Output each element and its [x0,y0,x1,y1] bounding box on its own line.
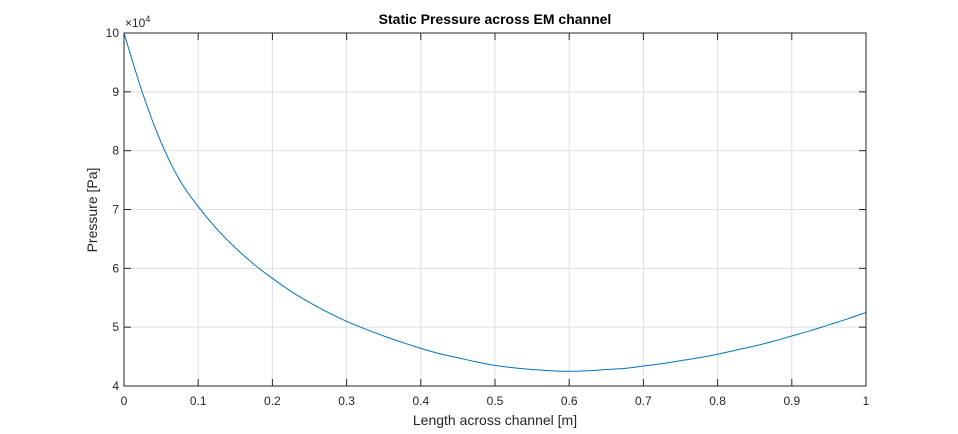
y-axis-label: Pressure [Pa] [84,168,100,253]
y-tick-label: 6 [112,261,119,275]
y-tick-label: 5 [112,320,119,334]
chart-title: Static Pressure across EM channel [379,11,612,27]
x-tick-label: 0.5 [487,394,504,408]
x-tick-label: 0.3 [338,394,355,408]
x-tick-label: 0.6 [561,394,578,408]
x-tick-label: 0.8 [709,394,726,408]
y-tick-label: 4 [112,379,119,393]
x-tick-label: 0.4 [412,394,429,408]
y-tick-label: 7 [112,203,119,217]
series-line-static-pressure [123,32,867,372]
x-tick-label: 0.2 [264,394,281,408]
x-tick-labels: 0 0.1 0.2 0.3 0.4 0.5 0.6 0.7 0.8 0.9 1 [121,394,870,408]
y-exponent-power: 4 [145,14,150,24]
y-tick-label: 8 [112,144,119,158]
y-exponent-label: ×104 [125,14,150,30]
y-tick-labels: 4 5 6 7 8 9 10 [106,26,120,393]
y-tick-label: 10 [106,26,120,40]
x-tick-label: 0.7 [635,394,652,408]
x-tick-label: 0.1 [190,394,207,408]
x-axis-label: Length across channel [m] [413,412,577,428]
x-tick-label: 0.9 [783,394,800,408]
x-tick-label: 0 [121,394,128,408]
x-tick-label: 1 [863,394,870,408]
y-exponent-base: ×10 [125,16,146,30]
axis-ticks [123,32,867,387]
y-tick-label: 9 [112,85,119,99]
